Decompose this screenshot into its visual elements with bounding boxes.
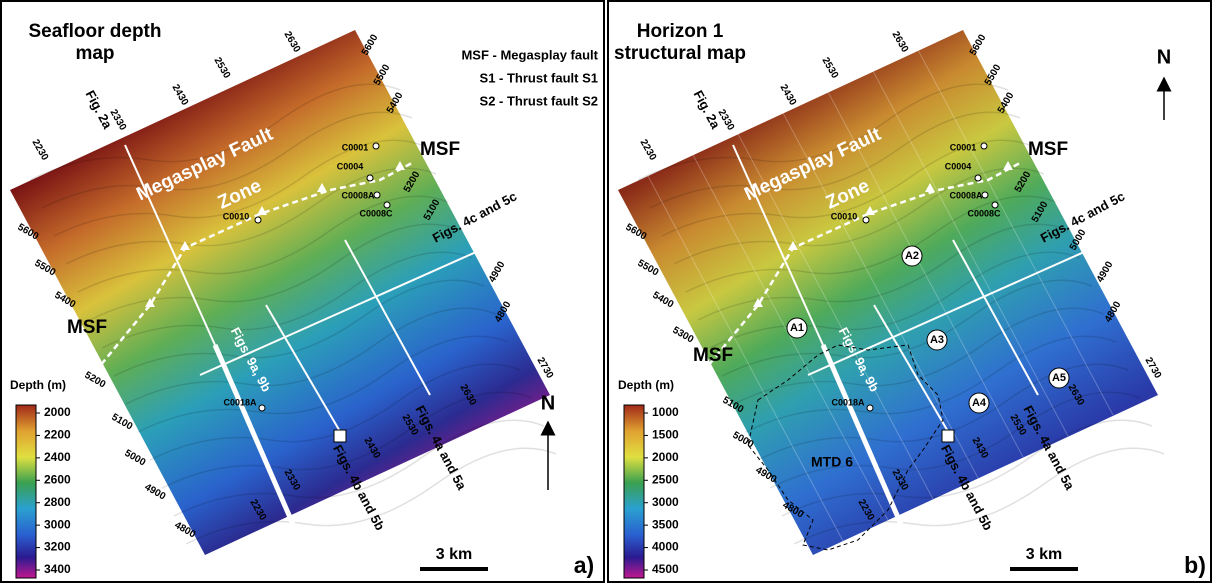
fig-label: Fig. 2a xyxy=(691,88,724,132)
well-marker xyxy=(975,175,981,181)
mtd-label: MTD 6 xyxy=(811,454,853,470)
colorbar xyxy=(624,405,644,578)
area-label: A1 xyxy=(790,322,804,334)
edge-tick-label: 4900 xyxy=(1095,259,1116,284)
edge-tick-label: 2530 xyxy=(820,56,841,81)
well-label: C0004 xyxy=(945,161,972,171)
page: Seafloor depthmap MSF - Megasplay fault S1… xyxy=(0,0,1212,583)
colorbar-tick-label: 3000 xyxy=(652,495,679,509)
edge-tick-label: 4900 xyxy=(143,482,168,503)
legend-entry: S2 - Thrust fault S2 xyxy=(480,93,598,108)
panel-title: Seafloor depth xyxy=(28,21,161,42)
well-marker xyxy=(255,217,261,223)
edge-tick-label: 2430 xyxy=(778,83,799,108)
area-label: A3 xyxy=(930,334,944,346)
colorbar-tick-label: 1500 xyxy=(652,428,679,442)
edge-tick-label: 2530 xyxy=(212,56,233,81)
figure: Seafloor depthmap MSF - Megasplay fault S1… xyxy=(0,0,1212,583)
edge-tick-label: 2230 xyxy=(638,138,659,163)
colorbar xyxy=(16,405,36,578)
well-label: C0018A xyxy=(223,397,257,407)
colorbar-tick-label: 3500 xyxy=(652,517,679,531)
colorbar-tick-label: 4500 xyxy=(652,562,679,576)
well-label: C0018A xyxy=(831,397,865,407)
label-box xyxy=(334,430,346,442)
colorbar-tick-label: 3200 xyxy=(44,540,71,554)
area-label: A5 xyxy=(1052,372,1066,384)
edge-tick-label: 5400 xyxy=(996,90,1017,115)
edge-tick-label: 2430 xyxy=(170,83,191,108)
well-marker xyxy=(863,217,869,223)
well-marker xyxy=(373,143,379,149)
panel-title: map xyxy=(75,43,114,64)
well-label: C0008C xyxy=(359,208,393,218)
well-label: C0010 xyxy=(831,211,858,221)
edge-tick-label: 5000 xyxy=(123,448,148,469)
well-marker xyxy=(867,405,873,411)
legend-entry: MSF - Megasplay fault xyxy=(461,47,598,62)
well-marker xyxy=(367,175,373,181)
edge-tick-label: 2630 xyxy=(282,30,303,55)
edge-tick-label: 5600 xyxy=(360,32,381,57)
edge-tick-label: 2630 xyxy=(890,30,911,55)
panel-title: structural map xyxy=(614,43,746,64)
scale-label: 3 km xyxy=(436,546,472,563)
area-label: A2 xyxy=(905,250,919,262)
colorbar-tick-label: 2000 xyxy=(44,405,71,419)
well-label: C0001 xyxy=(342,142,369,152)
well-label: C0004 xyxy=(337,161,364,171)
north-label: N xyxy=(1157,46,1171,68)
well-label: C0008A xyxy=(341,190,375,200)
edge-tick-label: 5600 xyxy=(968,32,989,57)
well-marker xyxy=(259,405,265,411)
colorbar-title: Depth (m) xyxy=(618,378,674,392)
edge-tick-label: 2230 xyxy=(30,138,51,163)
panel-label: b) xyxy=(1184,552,1206,578)
colorbar-tick-label: 2200 xyxy=(44,428,71,442)
panel-label: a) xyxy=(574,552,594,578)
well-label: C0010 xyxy=(223,211,250,221)
well-marker xyxy=(992,202,998,208)
colorbar-tick-label: 2000 xyxy=(652,450,679,464)
colorbar-tick-label: 2600 xyxy=(44,472,71,486)
area-label: A4 xyxy=(972,397,987,409)
fig-label: Fig. 2a xyxy=(83,88,116,132)
msf-label: MSF xyxy=(693,345,733,366)
label-box xyxy=(942,430,954,442)
colorbar-tick-label: 2800 xyxy=(44,495,71,509)
well-marker xyxy=(374,192,380,198)
colorbar-tick-label: 2400 xyxy=(44,450,71,464)
legend-entry: S1 - Thrust fault S1 xyxy=(480,70,598,85)
north-label: N xyxy=(541,392,555,414)
msf-label: MSF xyxy=(420,139,460,160)
colorbar-tick-label: 1000 xyxy=(652,405,679,419)
panel: Horizon 1structural mapMegasplay FaultZo… xyxy=(614,21,1206,578)
well-label: C0001 xyxy=(950,142,977,152)
colorbar-tick-label: 3000 xyxy=(44,517,71,531)
well-marker xyxy=(981,143,987,149)
scale-label: 3 km xyxy=(1026,546,1062,563)
well-label: C0008A xyxy=(949,190,983,200)
panel-title: Horizon 1 xyxy=(637,21,724,42)
msf-label: MSF xyxy=(1028,139,1068,160)
well-marker xyxy=(982,192,988,198)
colorbar-tick-label: 2500 xyxy=(652,472,679,486)
edge-tick-label: 5400 xyxy=(651,290,676,311)
well-marker xyxy=(384,202,390,208)
edge-tick-label: 5200 xyxy=(83,370,108,391)
edge-tick-label: 5500 xyxy=(983,62,1004,87)
well-label: C0008C xyxy=(967,208,1001,218)
msf-label: MSF xyxy=(67,317,107,338)
edge-tick-label: 5500 xyxy=(372,62,393,87)
edge-tick-label: 4900 xyxy=(487,259,508,284)
colorbar-tick-label: 3400 xyxy=(44,562,71,576)
colorbar-title: Depth (m) xyxy=(10,378,66,392)
colorbar-tick-label: 4000 xyxy=(652,540,679,554)
